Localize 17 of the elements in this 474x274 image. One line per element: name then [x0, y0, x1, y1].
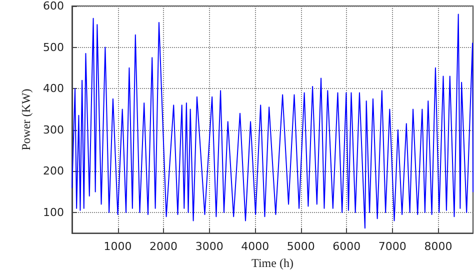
y-tick-label: 100	[43, 206, 64, 219]
line-series	[72, 14, 474, 229]
y-tick-label: 500	[43, 40, 64, 54]
y-tick-label: 200	[43, 164, 64, 178]
x-tick-label: 3000	[195, 240, 224, 254]
y-axis-title: Power (KW)	[19, 88, 33, 150]
x-axis-title: Time (h)	[252, 256, 294, 270]
x-tick-label: 5000	[286, 240, 315, 254]
x-tick-label: 6000	[332, 240, 361, 254]
x-tick-label: 1000	[104, 240, 132, 254]
y-tick-label: 600	[43, 0, 64, 12]
x-tick-label: 8000	[424, 240, 452, 254]
x-tick-label: 7000	[378, 240, 406, 254]
x-tick-label: 4000	[241, 240, 270, 254]
x-tick-label: 2000	[150, 240, 178, 254]
y-tick-label: 400	[43, 82, 64, 96]
y-tick-label: 300	[43, 123, 64, 136]
